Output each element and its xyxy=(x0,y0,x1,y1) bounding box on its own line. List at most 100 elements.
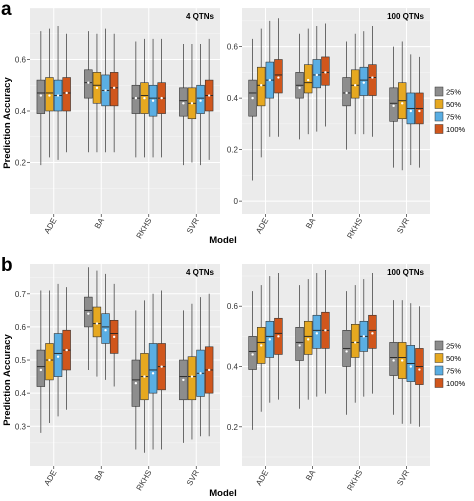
x-tick-label-ba: BA xyxy=(93,468,106,482)
panel-a-y-title: Prediction Accuracy xyxy=(2,77,13,169)
legend-swatch-100- xyxy=(434,124,444,134)
box-ba-100- xyxy=(109,283,119,387)
box-ba-75- xyxy=(101,273,110,380)
box-mean-point xyxy=(143,375,146,378)
box-body xyxy=(359,66,368,96)
box-ba-25- xyxy=(295,285,304,409)
box-mean-point xyxy=(87,81,90,84)
box-mean-point xyxy=(104,89,107,92)
box-mean-point xyxy=(298,344,301,347)
box-svr-25- xyxy=(389,300,398,415)
legend-label-25-: 25% xyxy=(446,342,461,351)
box-body xyxy=(312,59,321,89)
box-body xyxy=(303,64,313,94)
box-mean-point xyxy=(134,382,138,385)
box-mean-point xyxy=(277,76,280,79)
x-tick-label-svr: SVR xyxy=(395,216,411,235)
y-tick-label: 0.2 xyxy=(227,423,239,432)
box-mean-point xyxy=(182,102,185,105)
box-rkhs-25- xyxy=(131,310,141,450)
legend-label-25-: 25% xyxy=(446,88,461,97)
box-ade-75- xyxy=(53,283,63,417)
box-svr-100- xyxy=(204,293,214,437)
box-ba-50- xyxy=(92,33,102,153)
box-rkhs-25- xyxy=(131,41,141,158)
box-svr-25- xyxy=(389,46,398,168)
box-ba-75- xyxy=(312,26,321,132)
y-tick-label: 0.6 xyxy=(15,56,27,65)
box-body xyxy=(321,56,330,86)
box-mean-point xyxy=(207,368,211,372)
y-tick-label: 0.5 xyxy=(15,356,27,365)
box-body xyxy=(36,349,46,387)
panel-b-x-title: Model xyxy=(209,488,236,499)
legend-swatch-75- xyxy=(434,365,444,376)
box-mean-point xyxy=(298,86,301,90)
box-ade-25- xyxy=(36,290,46,433)
box-mean-point xyxy=(104,329,107,332)
box-mean-point xyxy=(160,96,163,100)
box-rkhs-75- xyxy=(359,279,368,397)
x-tick-label-ade: ADE xyxy=(254,217,270,236)
x-tick-label-ade: ADE xyxy=(42,469,58,488)
box-mean-point xyxy=(268,78,271,82)
box-body xyxy=(84,69,93,99)
box-mean-point xyxy=(190,375,194,378)
x-tick-label-ba: BA xyxy=(304,216,317,230)
box-ade-75- xyxy=(265,20,274,137)
box-body xyxy=(187,356,197,401)
x-tick-label-ade: ADE xyxy=(254,469,270,488)
box-mean-point xyxy=(401,359,404,362)
box-svr-75- xyxy=(196,297,205,437)
box-body xyxy=(303,320,313,355)
box-svr-50- xyxy=(187,303,197,440)
y-tick-label: 0.3 xyxy=(15,422,27,431)
box-mean-point xyxy=(362,335,365,338)
box-rkhs-50- xyxy=(350,285,360,403)
box-body xyxy=(53,333,63,377)
box-mean-point xyxy=(354,341,357,344)
box-mean-point xyxy=(307,78,310,82)
plot-b-100-qtns-title: 100 QTNs xyxy=(387,268,424,277)
box-rkhs-75- xyxy=(148,38,158,158)
box-mean-point xyxy=(418,368,421,371)
box-mean-point xyxy=(345,91,348,95)
box-ba-25- xyxy=(295,33,304,140)
box-rkhs-100- xyxy=(157,38,166,158)
legend-label-100-: 100% xyxy=(446,379,466,388)
box-mean-point xyxy=(345,350,348,353)
box-svr-75- xyxy=(196,44,205,166)
x-tick-label-ba: BA xyxy=(304,468,317,482)
box-mean-point xyxy=(39,368,43,372)
box-svr-100- xyxy=(415,306,424,427)
box-rkhs-75- xyxy=(148,293,158,450)
box-mean-point xyxy=(190,102,194,105)
box-body xyxy=(45,77,54,112)
box-mean-point xyxy=(160,365,163,368)
box-mean-point xyxy=(199,99,202,102)
box-ade-50- xyxy=(256,285,266,412)
y-tick-label: 0.6 xyxy=(227,43,239,52)
box-ade-25- xyxy=(36,31,46,166)
x-tick-label-svr: SVR xyxy=(185,216,201,235)
y-tick-label: 0 xyxy=(234,197,239,206)
box-ba-25- xyxy=(84,267,93,370)
box-ba-75- xyxy=(101,28,110,153)
box-mean-point xyxy=(65,348,68,352)
legend-label-50-: 50% xyxy=(446,100,461,109)
legend-swatch-50- xyxy=(434,99,444,109)
y-tick-label: 0.2 xyxy=(227,146,239,155)
legend-swatch-75- xyxy=(434,111,444,122)
box-mean-point xyxy=(315,332,318,335)
box-body xyxy=(368,314,377,349)
box-mean-point xyxy=(409,109,412,113)
box-body xyxy=(350,323,360,358)
legend-swatch-25- xyxy=(434,86,444,97)
box-ba-75- xyxy=(312,273,321,397)
box-mean-point xyxy=(260,84,263,87)
plot-b-4-qtns: 0.3 0.4 0.5 0.6 0.7 ADE BA RKHS SVR 4 QTNs xyxy=(15,264,220,492)
panel-a-x-title: Model xyxy=(209,235,236,246)
box-body xyxy=(342,77,351,107)
legend-label-50-: 50% xyxy=(446,354,461,363)
